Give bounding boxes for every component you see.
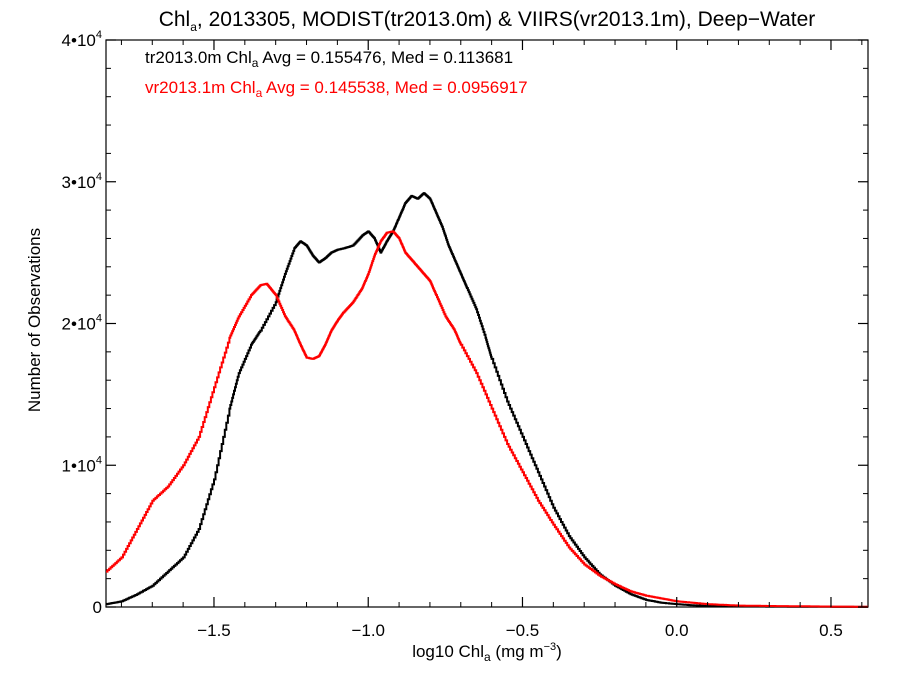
x-tick-label: −1.5 — [197, 621, 231, 640]
y-axis-ticks: 0 1•104 2•104 3•104 4•104 — [62, 29, 868, 617]
y-tick-label: 0 — [93, 598, 102, 617]
x-tick-label: 0.5 — [819, 621, 843, 640]
x-tick-label: 0.0 — [665, 621, 689, 640]
chart-title: Chla, 2013305, MODIST(tr2013.0m) & VIIRS… — [159, 8, 816, 34]
y-axis-label: Number of Observations — [25, 228, 44, 412]
x-axis-ticks: −1.5 −1.0 −0.5 0.0 0.5 — [120, 40, 863, 640]
series-line-1 — [106, 192, 868, 608]
x-tick-label: −1.0 — [351, 621, 385, 640]
series-line-2 — [106, 230, 868, 608]
annotation-1: tr2013.0m Chla Avg = 0.155476, Med = 0.1… — [145, 48, 513, 70]
annotations: tr2013.0m Chla Avg = 0.155476, Med = 0.1… — [145, 48, 528, 100]
x-tick-label: −0.5 — [506, 621, 540, 640]
annotation-2: vr2013.1m Chla Avg = 0.145538, Med = 0.0… — [145, 78, 528, 100]
plot-frame — [105, 39, 869, 608]
y-tick-label: 1•104 — [62, 454, 102, 475]
y-tick-label: 2•104 — [62, 313, 102, 334]
y-tick-label: 4•104 — [62, 29, 102, 50]
y-tick-label: 3•104 — [62, 171, 102, 192]
x-axis-label: log10 Chla (mg m−3) — [412, 641, 562, 664]
series-group — [106, 192, 868, 608]
plot-area: −1.5 −1.0 −0.5 0.0 0.5 0 1•104 2•104 3•104 4•104 — [62, 29, 869, 640]
